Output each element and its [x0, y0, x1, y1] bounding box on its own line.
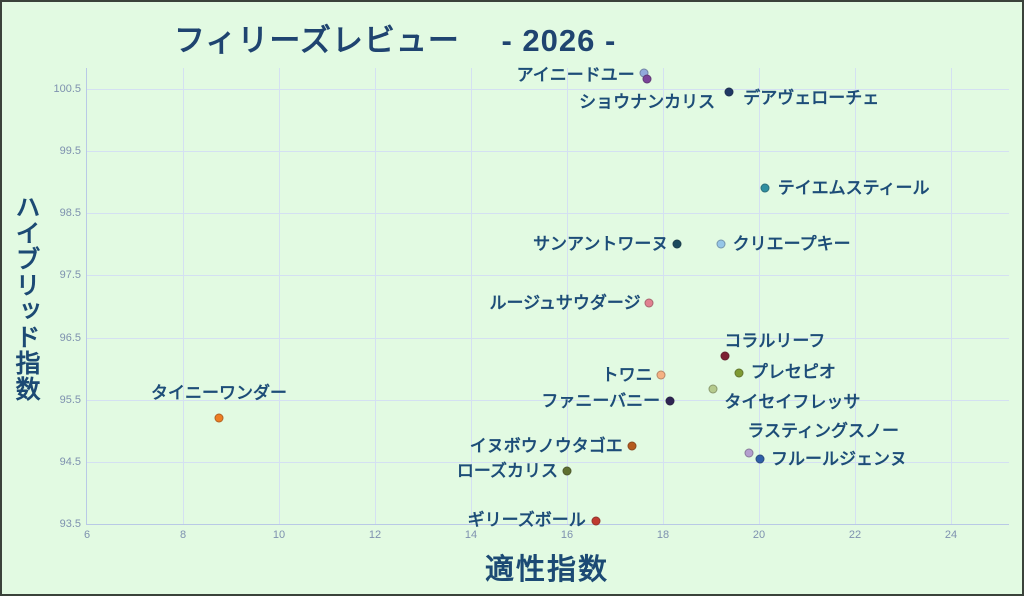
data-point-label: クリエープキー — [732, 234, 851, 254]
y-tick-label: 95.5 — [59, 393, 81, 406]
data-point-label: タイセイフレッサ — [724, 392, 861, 411]
x-tick-label: 12 — [368, 529, 382, 541]
y-axis-title: ハイブリッド指数 — [12, 194, 40, 402]
y-gridline — [87, 461, 1009, 463]
x-gridline — [279, 68, 280, 524]
x-axis-title: 適性指数 — [484, 554, 609, 586]
data-point-label: トワニ — [601, 365, 653, 385]
x-tick-label: 20 — [752, 529, 766, 541]
data-point — [672, 239, 682, 249]
x-tick-label: 10 — [272, 529, 286, 541]
data-point-label: テイエムスティール — [777, 178, 930, 198]
data-point — [760, 183, 770, 193]
x-tick-label: 22 — [848, 529, 862, 541]
data-point-label: フルールジェンヌ — [770, 449, 907, 469]
x-tick-label: 16 — [560, 529, 574, 541]
data-point-label: ギリーズボール — [467, 510, 586, 530]
y-gridline — [87, 89, 1009, 90]
x-tick-label: 6 — [83, 529, 91, 541]
data-point-label: デアヴェローチェ — [743, 88, 880, 108]
y-gridline — [87, 337, 1009, 339]
x-gridline — [375, 68, 376, 524]
data-point-label: ローズカリス — [456, 461, 558, 481]
y-gridline — [87, 151, 1009, 153]
y-tick-label: 100.5 — [53, 83, 81, 95]
data-point — [755, 454, 765, 464]
data-point — [716, 239, 726, 249]
y-tick-label: 93.5 — [59, 517, 81, 530]
y-tick-label: 94.5 — [59, 455, 81, 468]
x-gridline — [567, 68, 568, 524]
x-gridline — [855, 68, 856, 524]
y-gridline — [87, 275, 1009, 277]
x-gridline — [951, 68, 952, 524]
x-tick-label: 24 — [944, 529, 958, 541]
data-point — [214, 413, 224, 423]
x-tick-label: 14 — [464, 529, 478, 541]
x-gridline — [183, 68, 184, 524]
x-gridline — [759, 68, 760, 524]
data-point-label: イヌボウノウタゴエ — [469, 436, 623, 456]
x-gridline — [471, 68, 472, 524]
y-tick-label: 97.5 — [59, 269, 81, 282]
data-point — [562, 466, 572, 476]
data-point — [720, 351, 730, 361]
data-point-label: ファニーバニー — [541, 391, 661, 411]
data-point — [627, 441, 637, 451]
data-point — [642, 74, 652, 84]
data-point-label: ルージュサウダージ — [489, 293, 641, 313]
y-tick-label: 96.5 — [59, 331, 81, 344]
y-tick-label: 98.5 — [59, 207, 81, 220]
data-point — [591, 516, 601, 526]
x-tick-label: 8 — [179, 529, 187, 541]
data-point — [724, 87, 734, 97]
y-gridline — [87, 399, 1009, 401]
data-point — [644, 298, 654, 308]
plot-area: 6 8 10 12 14 16 18 20 22 24 100.5 99.5 98.5 97.5 96.5 9… — [53, 65, 1009, 541]
data-point-label: アイニードユー — [516, 65, 635, 85]
data-point-label: プレセピオ — [750, 362, 836, 382]
data-point — [708, 384, 718, 393]
data-point-label: ラスティングスノー — [747, 421, 900, 441]
data-point-label: タイニーワンダー — [151, 383, 287, 403]
x-tick-label: 18 — [656, 529, 670, 541]
data-point-label: コラルリーフ — [724, 331, 826, 351]
data-point — [656, 370, 666, 380]
chart-title: フィリーズレビュー - 2026 - — [174, 23, 617, 58]
data-point-label: ショウナンカリス — [579, 92, 716, 112]
y-tick-label: 99.5 — [59, 145, 81, 158]
data-point — [734, 368, 744, 378]
x-gridline — [663, 68, 664, 524]
data-point — [744, 448, 754, 458]
y-gridline — [87, 213, 1009, 215]
data-point-label: サンアントワーヌ — [533, 234, 669, 254]
data-point — [665, 396, 675, 406]
